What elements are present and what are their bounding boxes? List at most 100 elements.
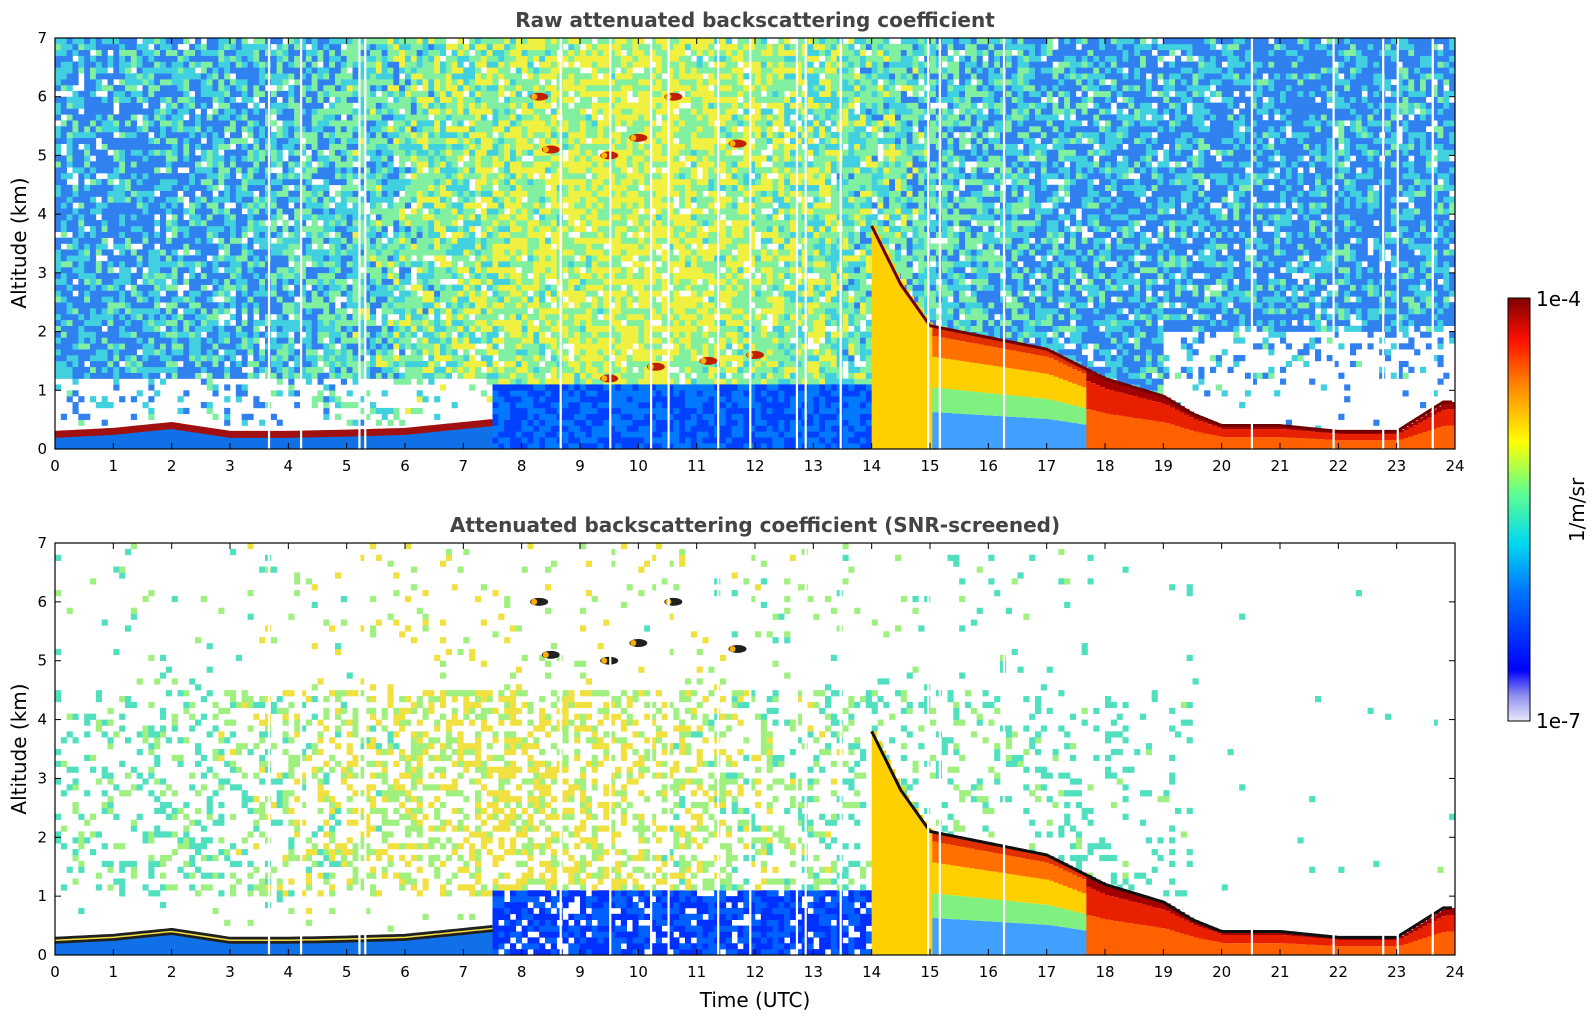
noise-cell [142,237,149,244]
noise-cell [410,114,417,121]
noise-cell [241,261,248,268]
noise-cell [224,55,231,62]
noise-cell [387,108,394,115]
noise-cell [445,313,452,321]
noise-cell [154,355,161,362]
noise-cell [457,202,464,209]
noise-cell [323,261,330,268]
noise-cell [364,108,371,115]
noise-cell [165,272,172,280]
noise-cell [440,308,447,315]
noise-cell [405,337,412,344]
noise-cell [451,355,458,362]
noise-cell [510,249,517,256]
noise-cell [492,302,499,309]
noise-cell [60,313,67,321]
noise-cell [463,114,470,121]
noise-cell [66,237,73,244]
noise-cell [521,319,528,326]
noise-cell [317,237,324,244]
noise-cell [78,49,85,56]
noise-cell [183,278,190,285]
noise-cell [317,43,324,51]
noise-cell [387,319,394,326]
noise-cell [469,149,476,156]
noise-cell [230,61,237,68]
noise-cell [305,108,312,115]
noise-cell [107,349,114,356]
noise-cell [340,196,347,203]
noise-cell [434,178,441,186]
noise-cell [416,131,423,139]
noise-cell [224,407,231,415]
noise-cell [539,337,546,344]
noise-cell [171,43,178,51]
noise-cell [492,143,499,150]
noise-cell [230,296,237,303]
noise-cell [445,108,452,115]
noise-cell [84,43,91,51]
noise-cell [352,149,359,156]
noise-cell [241,319,248,326]
noise-cell [533,231,540,238]
noise-cell [399,161,406,168]
noise-cell [130,261,137,268]
noise-cell [393,61,400,68]
noise-cell [340,131,347,139]
noise-cell [235,272,242,280]
noise-cell [451,325,458,332]
noise-cell [381,178,388,186]
noise-cell [498,255,505,262]
noise-cell [171,84,178,92]
noise-cell [370,190,377,197]
noise-cell [323,331,330,338]
noise-cell [142,360,149,368]
noise-cell [352,90,359,98]
noise-cell [241,184,248,191]
noise-cell [375,114,382,121]
noise-cell [480,61,487,68]
noise-cell [545,337,552,344]
noise-cell [370,73,377,80]
noise-cell [329,67,336,74]
noise-cell [323,196,330,203]
noise-cell [410,407,417,415]
noise-cell [142,202,149,209]
noise-cell [101,355,108,362]
noise-cell [317,313,324,321]
noise-cell [329,249,336,256]
noise-cell [335,114,342,121]
noise-cell [142,161,149,168]
noise-cell [125,296,132,303]
noise-cell [317,378,324,385]
noise-cell [148,266,155,274]
noise-cell [498,237,505,244]
noise-cell [253,366,260,373]
noise-cell [364,73,371,80]
noise-cell [276,114,283,121]
noise-cell [259,278,266,285]
noise-cell [422,237,429,244]
noise-cell [300,266,307,274]
noise-cell [335,108,342,115]
noise-cell [410,49,417,56]
noise-cell [282,266,289,274]
noise-cell [352,266,359,274]
noise-cell [235,149,242,156]
noise-cell [60,79,67,86]
noise-cell [230,90,237,98]
noise-cell [381,184,388,191]
noise-cell [148,61,155,68]
noise-cell [375,220,382,227]
noise-cell [440,272,447,280]
noise-cell [276,126,283,133]
noise-cell [183,184,190,191]
noise-cell [224,61,231,68]
noise-cell [142,249,149,256]
noise-cell [72,308,79,315]
noise-cell [241,102,248,109]
noise-cell [510,214,517,221]
noise-cell [206,61,213,68]
noise-cell [428,196,435,203]
noise-cell [113,384,120,391]
